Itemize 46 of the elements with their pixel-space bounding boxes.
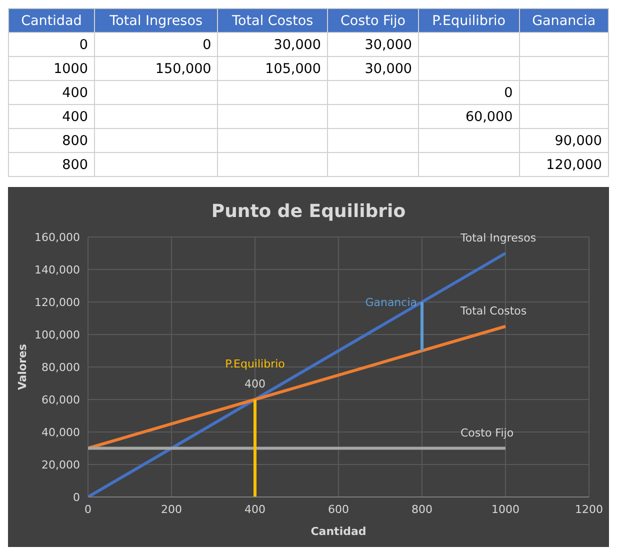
series-label: Total Ingresos [460,231,536,244]
category-label: Total Ingresos [94,8,218,32]
text: 400 [62,108,88,124]
chart-title: Punto de Equilibrio [210,201,407,222]
text: 150,000 [155,60,212,76]
x-tick-label: 1200 [575,502,603,516]
y-axis-title: Valores [16,344,29,390]
category-label: Cantidad [8,8,94,32]
y-tick-label: 60,000 [42,393,80,406]
text: 60,000 [465,108,513,124]
text: 0 [202,36,212,52]
x-tick-label: 800 [412,502,432,516]
text: 400 [62,84,88,100]
category-label: P.Equilibrio [418,8,520,32]
text: 90,000 [554,132,602,148]
series-label: Ganancia [365,296,417,309]
y-tick-label: 20,000 [42,458,80,472]
x-tick-label: 200 [161,502,182,516]
category-label: Total Costos [218,8,328,32]
y-tick-label: 140,000 [34,263,80,276]
y-tick-label: 120,000 [34,296,80,309]
text: 800 [62,132,88,148]
text: 30,000 [364,36,412,52]
x-tick-label: 1000 [492,502,520,516]
text: 1000 [54,60,88,76]
x-tick-label: 600 [328,502,349,516]
category-label: Ganancia [519,8,608,32]
annotation: 400 [244,378,266,390]
y-tick-label: 40,000 [42,426,80,439]
x-tick-label: 0 [84,502,92,516]
y-tick-label: 80,000 [42,360,80,374]
text: 30,000 [274,36,321,52]
x-tick-label: 400 [244,502,266,516]
text: 105,000 [265,60,321,76]
category-label: Costo Fijo [327,8,419,32]
y-tick-label: 0 [73,490,80,504]
x-axis-title: Cantidad [310,525,366,538]
text: 120,000 [546,156,602,172]
y-tick-label: 160,000 [34,230,80,244]
text: 800 [62,156,88,172]
series-label: Costo Fijo [460,426,514,440]
text: P.Equilibrio [225,358,286,370]
y-tick-label: 100,000 [34,328,80,342]
series-label: Total Costos [460,304,527,318]
text: 0 [504,84,513,100]
text: 30,000 [364,60,412,76]
